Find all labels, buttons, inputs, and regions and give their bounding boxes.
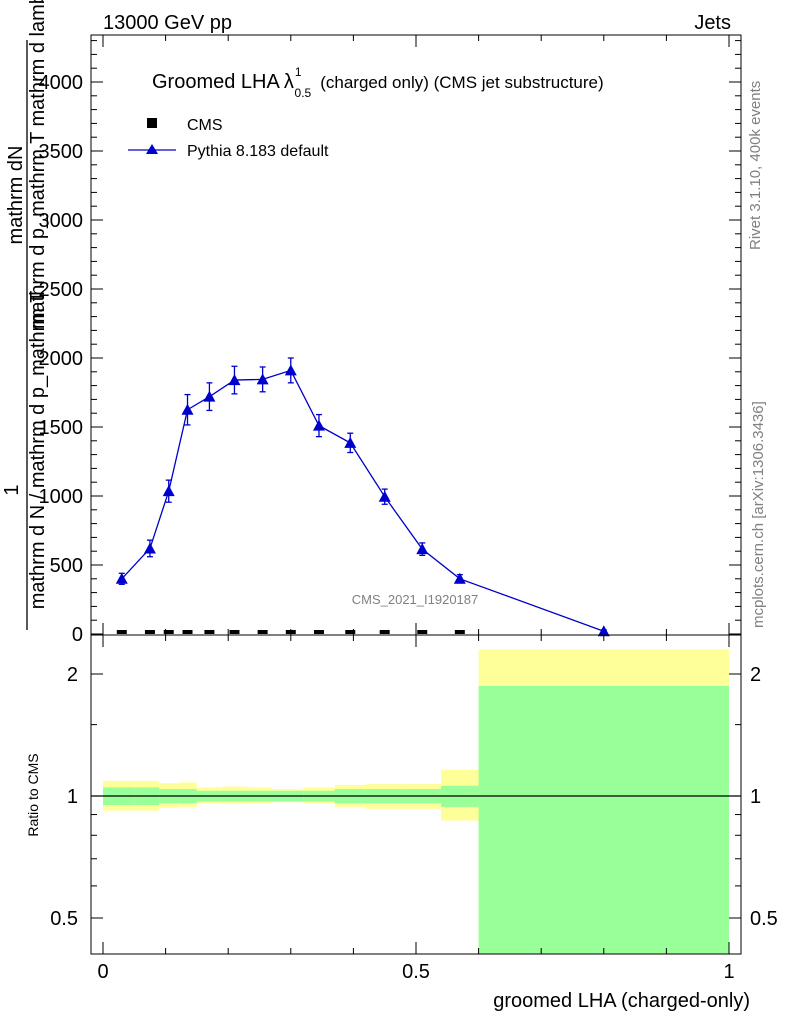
legend: CMS Pythia 8.183 default [128, 117, 329, 160]
title-suffix: (charged only) (CMS jet substructure) [320, 73, 603, 92]
x-tick-label: 0 [97, 961, 108, 983]
pythia-point [203, 390, 216, 402]
ratio-plot: 0.5 0.5 1 1 2 2 0 0.5 1 [50, 635, 778, 983]
header-left: 13000 GeV pp [103, 12, 232, 34]
cms-point [313, 630, 324, 634]
mcplots-label: mcplots.cern.ch [arXiv:1306.3436] [750, 401, 767, 628]
x-axis-label: groomed LHA (charged-only) [493, 990, 750, 1012]
ylabel-mid: mathrm d p_mathrm T mathrm d lambda [27, 0, 49, 329]
plot-title: Groomed LHA λ1 0.5 (charged only) (CMS jet … [152, 65, 604, 100]
title-superscript: 1 [295, 65, 302, 79]
cms-point [116, 630, 127, 634]
x-tick-label: 1 [723, 961, 734, 983]
main-ytick-label: 2000 [39, 348, 84, 370]
main-ytick-label: 1000 [39, 486, 84, 508]
main-y-axis-label: mathrm dN mathrm d p_mathrm T mathrm d l… [1, 0, 49, 630]
legend-label-cms: CMS [187, 117, 223, 134]
ratio-ytick-label-right: 2 [750, 664, 761, 686]
pythia-point [181, 403, 194, 415]
main-ytick-label: 0 [72, 624, 83, 646]
main-ytick-label: 2500 [39, 279, 84, 301]
ratio-ytick-label-left: 2 [67, 664, 78, 686]
main-plot: 0 500 1000 1500 2000 2500 3000 3500 4000 [39, 35, 741, 646]
ylabel-den: mathrm d N / mathrm d p_mathrm T [27, 291, 49, 610]
ratio-ytick-label-left: 1 [67, 786, 78, 808]
title-subscript: 0.5 [295, 86, 312, 100]
pythia-point [416, 543, 429, 555]
cms-point [454, 630, 465, 634]
rivet-label: Rivet 3.1.10, 400k events [747, 81, 764, 250]
pythia-point [453, 572, 466, 584]
ratio-green-band [478, 685, 729, 954]
legend-marker-pythia [146, 144, 158, 154]
pythia-point [143, 542, 156, 554]
pythia-point [597, 625, 610, 637]
ratio-plot-frame [90, 634, 742, 955]
pythia-series-line [121, 369, 605, 632]
pythia-point [344, 436, 357, 448]
pythia-point [162, 485, 175, 497]
pythia-point [115, 572, 128, 584]
title-main: Groomed LHA [152, 71, 280, 93]
ratio-ytick-label-right: 1 [750, 786, 761, 808]
ratio-ytick-label-left: 0.5 [50, 908, 78, 930]
cms-point [204, 630, 215, 634]
pythia-point [378, 490, 391, 502]
pythia-point [312, 419, 325, 431]
main-ytick-label: 3500 [39, 141, 84, 163]
pythia-point [228, 374, 241, 386]
legend-label-pythia: Pythia 8.183 default [187, 143, 329, 160]
cms-point [144, 630, 155, 634]
x-tick-label: 0.5 [402, 961, 430, 983]
main-ytick-label: 1500 [39, 417, 84, 439]
ratio-y-label: Ratio to CMS [25, 753, 41, 836]
pythia-point [256, 373, 269, 385]
legend-marker-cms [147, 118, 157, 128]
cms-point [379, 630, 390, 634]
header-right: Jets [694, 12, 731, 34]
analysis-watermark: CMS_2021_I1920187 [352, 592, 479, 607]
main-ytick-label: 3000 [39, 210, 84, 232]
main-ytick-label: 4000 [39, 72, 84, 94]
cms-point [345, 630, 356, 634]
pythia-point [284, 364, 297, 376]
cms-point [163, 630, 174, 634]
cms-point [257, 630, 268, 634]
cms-point [182, 630, 193, 634]
cms-point [285, 630, 296, 634]
ratio-ytick-label-right: 0.5 [750, 908, 778, 930]
ylabel-top: mathrm dN [5, 146, 27, 245]
cms-point [229, 630, 240, 634]
title-symbol: λ [284, 71, 294, 93]
cms-point [417, 630, 428, 634]
main-ytick-label: 500 [50, 555, 83, 577]
ylabel-num: 1 [1, 484, 23, 495]
